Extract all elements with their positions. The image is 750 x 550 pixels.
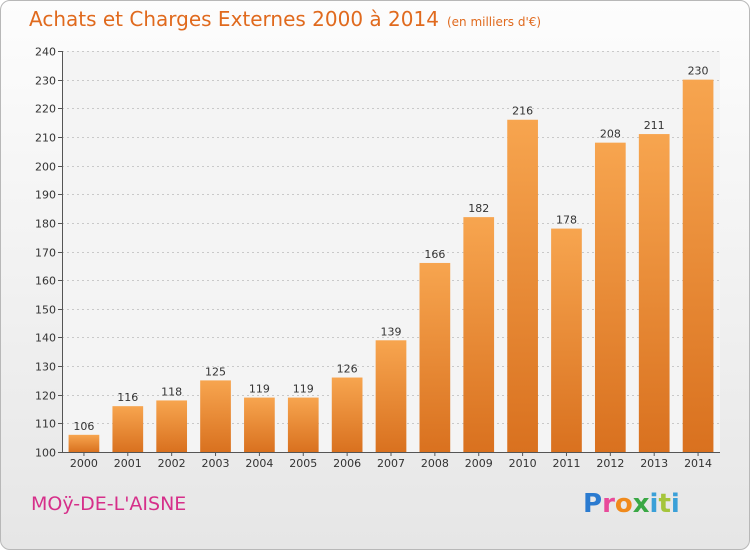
x-tick-label: 2008 xyxy=(421,457,449,470)
bar xyxy=(156,400,188,452)
x-tick-label: 2007 xyxy=(377,457,405,470)
x-tick-label: 2013 xyxy=(640,457,668,470)
y-tick-label: 170 xyxy=(35,247,56,260)
y-tick-label: 190 xyxy=(35,189,56,202)
bar-layer xyxy=(68,79,714,453)
y-tick-label: 130 xyxy=(35,361,56,374)
bar xyxy=(551,228,582,452)
y-tick-label: 210 xyxy=(35,132,56,145)
y-tick-label: 120 xyxy=(35,390,56,403)
bar xyxy=(331,377,363,452)
logo-letter: P xyxy=(583,489,603,519)
bar xyxy=(200,380,231,452)
data-label: 230 xyxy=(688,65,709,78)
x-tick-label: 2002 xyxy=(158,457,186,470)
data-label: 116 xyxy=(117,391,138,404)
data-label: 216 xyxy=(512,105,533,118)
x-tick-label: 2012 xyxy=(596,457,624,470)
logo-letter: i xyxy=(670,489,680,519)
bar xyxy=(244,397,275,452)
logo-letter: t xyxy=(658,489,671,519)
data-label: 178 xyxy=(556,214,577,227)
town-name: MOÿ-DE-L'AISNE xyxy=(31,493,187,515)
bar xyxy=(287,397,319,452)
bar xyxy=(68,434,100,452)
logo-letter: r xyxy=(602,489,615,519)
bar xyxy=(112,406,144,452)
x-tick-label: 2003 xyxy=(202,457,230,470)
y-tick-label: 160 xyxy=(35,275,56,288)
data-label: 119 xyxy=(249,383,270,396)
y-tick-label: 240 xyxy=(35,46,56,59)
logo-letter: o xyxy=(614,489,633,519)
bar xyxy=(375,340,407,452)
x-tick-label: 2004 xyxy=(245,457,273,470)
y-tick-label: 230 xyxy=(35,75,56,88)
x-tick-label: 2005 xyxy=(289,457,317,470)
chart-title: Achats et Charges Externes 2000 à 2014 (e… xyxy=(29,7,541,31)
data-label: 182 xyxy=(468,202,489,215)
y-tick-label: 200 xyxy=(35,161,56,174)
bar xyxy=(419,262,451,452)
x-tick-label: 2001 xyxy=(114,457,142,470)
x-tick-label: 2000 xyxy=(70,457,98,470)
bar xyxy=(638,134,670,453)
y-tick-label: 180 xyxy=(35,218,56,231)
data-label: 139 xyxy=(381,325,402,338)
bar xyxy=(463,217,495,452)
axis-layer: 100 110 120 130 140 150 160 170 180 190 200 210 220 2… xyxy=(35,46,720,470)
chart-title-text: Achats et Charges Externes 2000 à 2014 xyxy=(29,7,439,31)
data-label: 125 xyxy=(205,365,226,378)
label-layer: 106 116 118 125 119 119 126 139 166 182 216 178 208 2… xyxy=(73,65,708,433)
proxiti-logo: Proxiti xyxy=(583,489,680,519)
y-tick-label: 100 xyxy=(35,447,56,460)
data-label: 106 xyxy=(73,420,94,433)
x-tick-label: 2010 xyxy=(509,457,537,470)
logo-letter: i xyxy=(649,489,659,519)
x-tick-label: 2006 xyxy=(333,457,361,470)
bar xyxy=(507,119,538,452)
data-label: 166 xyxy=(424,248,445,261)
data-label: 119 xyxy=(293,383,314,396)
x-tick-label: 2009 xyxy=(465,457,493,470)
y-tick-label: 150 xyxy=(35,304,56,317)
x-tick-label: 2014 xyxy=(684,457,712,470)
data-label: 211 xyxy=(644,119,665,132)
y-tick-label: 220 xyxy=(35,103,56,116)
bar xyxy=(594,142,626,452)
y-tick-label: 140 xyxy=(35,332,56,345)
bar xyxy=(682,79,714,453)
data-label: 126 xyxy=(337,363,358,376)
data-label: 118 xyxy=(161,385,182,398)
logo-letter: x xyxy=(632,489,650,519)
data-label: 208 xyxy=(600,128,621,141)
chart-subtitle: (en milliers d'€) xyxy=(446,15,542,29)
x-tick-label: 2011 xyxy=(552,457,580,470)
y-tick-label: 110 xyxy=(35,418,56,431)
